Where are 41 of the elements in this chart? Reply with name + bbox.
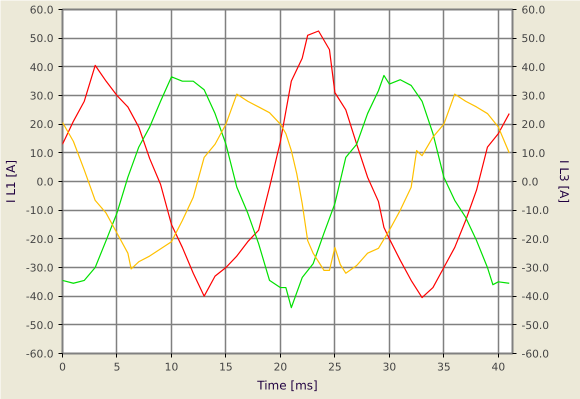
y2-tick-label: 10.0 [522, 146, 546, 160]
x-tick-label: 30 [382, 360, 396, 374]
y2-tick-label: -40.0 [522, 290, 550, 304]
x-tick-label: 5 [114, 360, 120, 374]
y-tick-label: 20.0 [30, 118, 54, 132]
y-tick-label: -20.0 [26, 232, 54, 246]
y2-tick-label: 0.0 [522, 176, 539, 188]
y-tick-label: 40.0 [30, 60, 54, 74]
y-tick-label: 50.0 [30, 32, 54, 46]
y2-tick-label: -10.0 [522, 204, 550, 218]
line-series [62, 30, 510, 298]
y-tick-label: -10.0 [26, 204, 54, 218]
y-tick-label: -30.0 [26, 262, 54, 274]
x-tick-label: 25 [328, 360, 342, 374]
y2-tick-label: -50.0 [522, 318, 550, 332]
x-tick-label: 20 [274, 360, 288, 374]
y-tick-label: 10.0 [30, 146, 54, 160]
y2-tick-label: 40.0 [522, 60, 546, 74]
line-series [62, 74, 510, 308]
x-tick-label: 35 [437, 360, 451, 374]
x-tick-label: 40 [492, 360, 506, 374]
y-tick-label: -50.0 [26, 318, 54, 332]
y-tick-label: 60.0 [30, 4, 54, 16]
y-tick-label: 0.0 [36, 176, 54, 188]
y2-tick-label: 60.0 [522, 4, 546, 16]
y2-tick-label: -30.0 [522, 262, 550, 274]
y2-tick-label: 30.0 [522, 90, 546, 102]
y2-tick-label: -60.0 [522, 348, 550, 360]
y2-axis-title: I L3 [A] [557, 160, 572, 204]
y2-tick-label: 20.0 [522, 118, 546, 132]
x-tick-label: 15 [219, 360, 233, 374]
line-series [62, 93, 510, 274]
y-tick-label: -60.0 [26, 348, 54, 360]
x-tick-label: 10 [164, 360, 178, 374]
y-tick-label: 30.0 [30, 90, 54, 102]
y2-tick-label: 50.0 [522, 32, 546, 46]
y-tick-label: -40.0 [26, 290, 54, 304]
y2-tick-label: -20.0 [522, 232, 550, 246]
x-tick-label: 0 [59, 360, 66, 374]
y-axis-title: I L1 [A] [4, 160, 18, 204]
x-axis-title: Time [ms] [256, 378, 318, 392]
